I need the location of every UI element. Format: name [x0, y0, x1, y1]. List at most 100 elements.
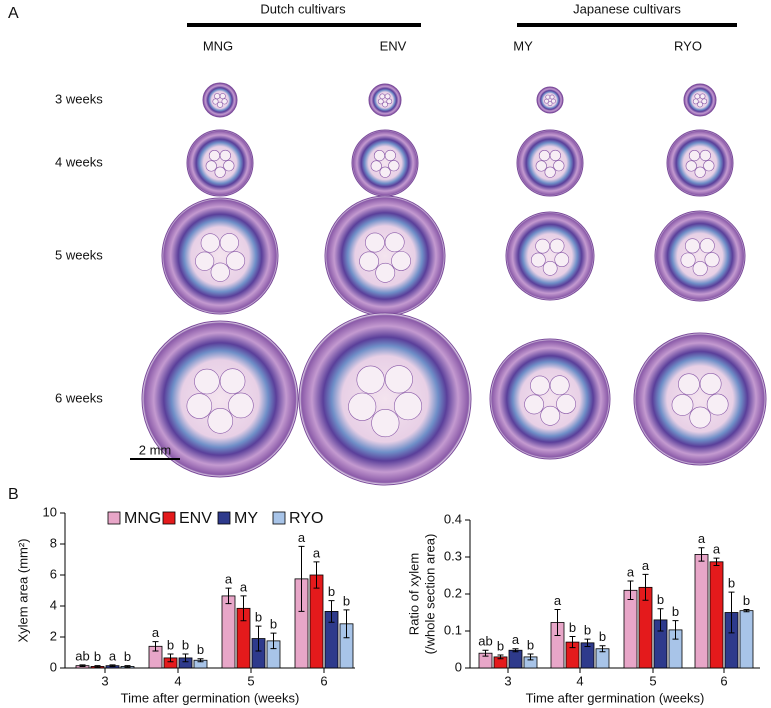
row-label: 3 weeks — [55, 91, 103, 106]
significance-letter: ab — [478, 634, 492, 649]
significance-letter: b — [343, 593, 350, 608]
significance-letter: b — [599, 629, 606, 644]
significance-letter: b — [569, 620, 576, 635]
xylem-lobe — [219, 149, 231, 162]
significance-letter: a — [225, 572, 233, 587]
stem-section — [161, 197, 279, 315]
xylem-lobe — [195, 251, 215, 271]
y-tick-label: 6 — [50, 566, 57, 581]
xylem-lobe — [544, 98, 549, 104]
stem-section — [489, 338, 611, 460]
xylem-lobe — [692, 98, 699, 105]
error-bar — [270, 632, 277, 650]
x-tick-label: 4 — [576, 673, 583, 688]
legend-swatch — [162, 511, 176, 525]
xylem-lobe — [379, 93, 386, 100]
error-bar — [225, 587, 232, 605]
micrographs — [141, 82, 767, 486]
error-bar — [627, 580, 634, 601]
x-tick-label: 6 — [320, 673, 327, 688]
significance-letter: b — [672, 604, 679, 619]
xylem-lobe — [365, 232, 385, 253]
xylem-lobe — [379, 166, 391, 178]
error-bar — [743, 609, 750, 613]
legend-swatch — [217, 511, 231, 525]
significance-letter: a — [240, 579, 248, 594]
error-bar — [512, 648, 519, 653]
xylem-lobe — [214, 93, 221, 100]
xylem-lobe — [706, 393, 729, 416]
significance-letter: b — [657, 592, 664, 607]
error-bar — [672, 620, 679, 640]
x-tick-label: 5 — [247, 673, 254, 688]
xylem-lobe — [524, 394, 544, 415]
significance-letter: b — [270, 617, 277, 632]
significance-letter: a — [512, 632, 520, 647]
y-tick-label: 8 — [50, 535, 57, 550]
stem-section — [351, 129, 419, 197]
row-label: 6 weeks — [55, 390, 103, 405]
xylem-lobe — [542, 260, 558, 276]
y-tick-label: 0 — [50, 659, 57, 674]
error-bar — [167, 653, 174, 663]
scale-bar-label: 2 mm — [139, 442, 172, 457]
xylem-lobe — [685, 160, 697, 172]
significance-letter: b — [743, 593, 750, 608]
x-tick-label: 4 — [174, 673, 181, 688]
bar — [309, 574, 324, 669]
xylem-lobe — [530, 252, 546, 268]
xylem-lobe — [217, 101, 224, 108]
y-tick-label: 0 — [455, 659, 462, 674]
xylem-lobe — [703, 160, 715, 172]
column-label: MNG — [203, 38, 233, 53]
xylem-lobe — [207, 408, 234, 434]
column-label: MY — [513, 38, 533, 53]
significance-letter: a — [298, 530, 306, 545]
bar — [508, 649, 523, 669]
significance-letter: b — [255, 610, 262, 625]
xylem-lobe — [208, 150, 221, 162]
significance-letter: a — [713, 542, 721, 557]
xylem-lobe — [545, 94, 551, 100]
xylem-lobe — [375, 262, 396, 283]
error-bar — [94, 665, 101, 668]
significance-letter: a — [152, 625, 160, 640]
xylem-lobe — [684, 238, 700, 254]
xylem-lobe — [225, 251, 246, 271]
y-axis-label: (/whole section area) — [422, 534, 437, 655]
x-tick-label: 3 — [504, 673, 511, 688]
xylem-lobe — [697, 101, 703, 108]
y-tick-label: 0.2 — [444, 585, 462, 600]
stem-section — [654, 210, 746, 302]
error-bar — [182, 653, 189, 663]
x-tick-label: 3 — [101, 673, 108, 688]
error-bar — [343, 609, 350, 639]
xylem-lobe — [549, 238, 565, 254]
row-label: 5 weeks — [55, 247, 103, 262]
stem-section — [202, 82, 238, 118]
x-axis-label: Time after germination (weeks) — [526, 690, 705, 705]
error-bar — [713, 557, 720, 567]
y-tick-label: 10 — [43, 504, 57, 519]
error-bar — [197, 658, 204, 663]
xylem-lobe — [694, 93, 701, 100]
xylem-lobe — [200, 233, 220, 253]
error-bar — [599, 645, 606, 653]
panel-label: A — [8, 5, 19, 22]
xylem-lobe — [221, 98, 228, 105]
error-bar — [124, 665, 131, 668]
error-bar — [109, 664, 116, 667]
error-bar — [79, 664, 86, 667]
significance-letter: a — [627, 564, 635, 579]
xylem-lobe — [371, 409, 400, 438]
y-tick-label: 0.1 — [444, 622, 462, 637]
error-bar — [255, 625, 262, 652]
xylem-lobe — [692, 261, 708, 277]
y-tick-label: 2 — [50, 628, 57, 643]
x-tick-label: 6 — [720, 673, 727, 688]
significance-letter: b — [124, 649, 131, 664]
significance-letter: b — [94, 649, 101, 664]
xylem-lobe — [384, 232, 405, 253]
error-bar — [657, 608, 664, 632]
